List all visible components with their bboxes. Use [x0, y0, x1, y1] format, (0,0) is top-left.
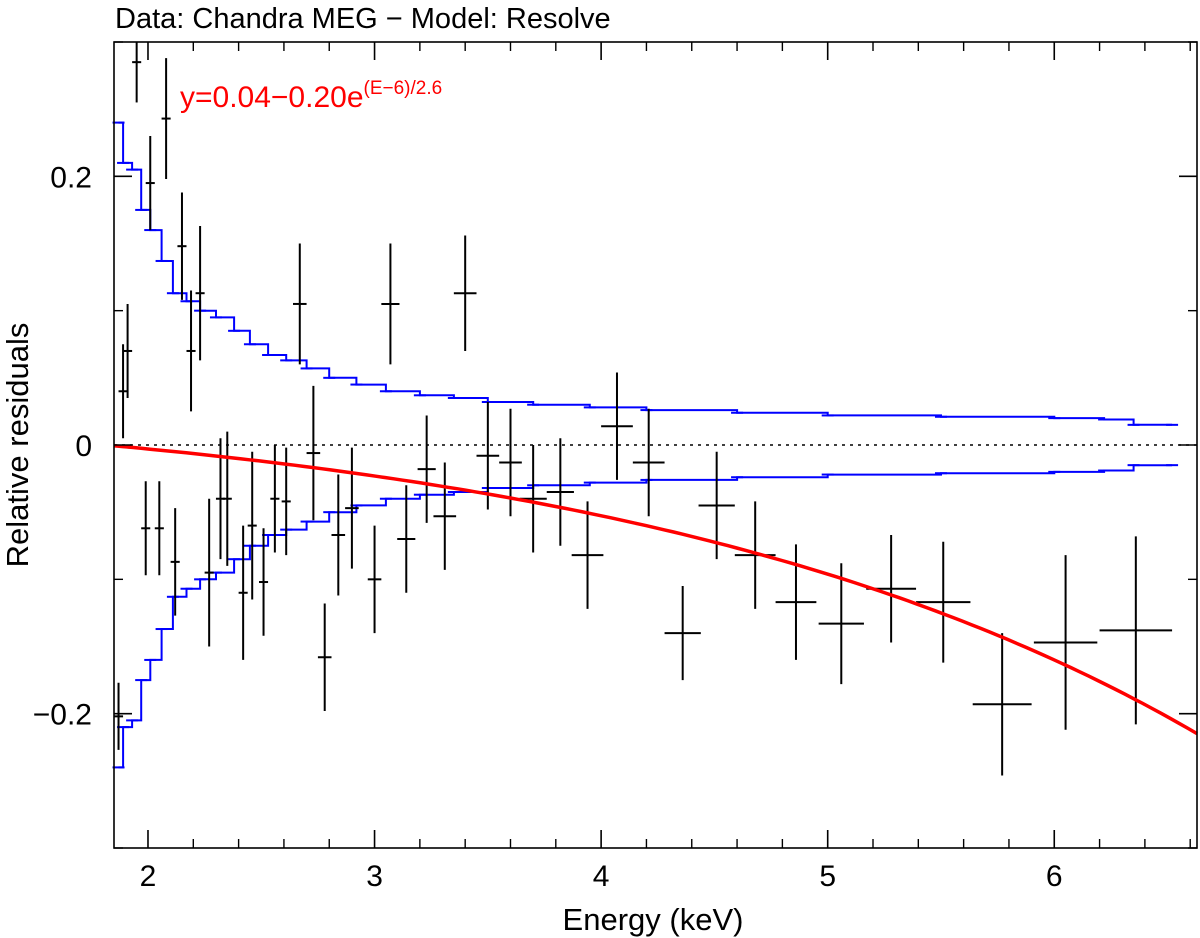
data-point — [734, 501, 776, 609]
data-points-layer — [114, 42, 1173, 776]
data-point — [114, 682, 124, 750]
fit-equation-exponent: (E−6)/2.6 — [364, 78, 443, 99]
data-point — [238, 525, 248, 660]
data-point — [259, 528, 269, 636]
data-point — [397, 485, 416, 593]
data-point — [345, 447, 359, 569]
fit-equation-base: y=0.04−0.20e — [180, 81, 364, 114]
x-tick-label: 3 — [366, 860, 383, 893]
data-point — [195, 226, 205, 361]
y-tick-label: 0 — [75, 430, 92, 463]
data-point — [204, 498, 214, 647]
y-tick-label: −0.2 — [33, 699, 92, 732]
data-point — [916, 541, 971, 663]
data-point — [632, 408, 665, 517]
data-point — [664, 586, 701, 681]
fit-curve — [113, 443, 1198, 736]
envelope-layer — [112, 121, 1179, 769]
fit-curve-layer — [113, 443, 1198, 736]
x-tick-label: 5 — [819, 860, 836, 893]
data-point — [132, 42, 142, 103]
envelope-lower-curve — [118, 464, 1173, 769]
data-point — [118, 344, 128, 439]
data-point — [292, 243, 307, 365]
data-point — [247, 451, 257, 600]
data-point — [476, 402, 500, 510]
data-point — [381, 243, 400, 365]
data-point — [145, 136, 155, 231]
data-point — [818, 563, 864, 685]
fit-equation-annotation: y=0.04−0.20e(E−6)/2.6 — [180, 78, 442, 114]
data-point — [417, 415, 436, 523]
data-point — [186, 290, 196, 412]
chart-title: Data: Chandra MEG − Model: Resolve — [115, 3, 611, 35]
data-point — [154, 481, 164, 576]
x-tick-label: 6 — [1046, 860, 1063, 893]
y-tick-label: 0.2 — [50, 161, 92, 194]
data-point — [170, 508, 180, 616]
y-axis-title: Relative residuals — [0, 323, 35, 568]
data-point — [453, 235, 477, 351]
data-point — [317, 603, 332, 711]
data-point — [141, 481, 151, 576]
x-tick-label: 4 — [593, 860, 610, 893]
data-point — [571, 501, 604, 609]
data-point — [123, 303, 133, 398]
data-point — [433, 462, 457, 570]
data-point — [367, 525, 382, 634]
x-tick-label: 2 — [140, 860, 157, 893]
x-axis-title: Energy (keV) — [563, 902, 744, 937]
data-point — [1099, 536, 1173, 725]
data-point — [601, 372, 633, 480]
data-point — [177, 192, 187, 300]
axes-layer: 2 3 4 5 6 −0.2 0 0.2 — [33, 41, 1198, 893]
envelope-upper-curve — [118, 121, 1173, 426]
data-point — [331, 474, 346, 596]
data-point — [222, 431, 232, 566]
data-point — [546, 438, 574, 546]
data-point — [161, 58, 171, 180]
data-point — [306, 385, 321, 521]
data-point — [972, 633, 1032, 776]
data-point — [1033, 555, 1098, 730]
